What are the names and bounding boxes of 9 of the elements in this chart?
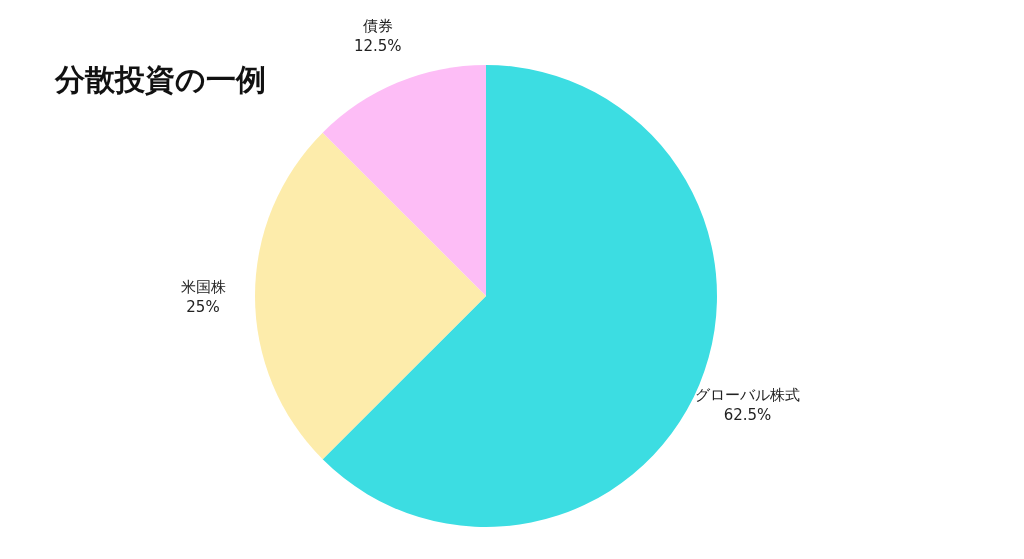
pie-slice <box>322 65 486 296</box>
data-label: 25% <box>186 298 220 316</box>
data-label: 62.5% <box>723 406 772 425</box>
slice-label: 債券 <box>362 16 393 35</box>
text: 分散投資の一例 <box>54 62 266 97</box>
slice-label: 米国株 <box>180 278 226 296</box>
slice-label: グローバル株式 <box>694 386 800 405</box>
pie-slice <box>255 132 486 460</box>
data-label: 12.5% <box>353 36 402 55</box>
